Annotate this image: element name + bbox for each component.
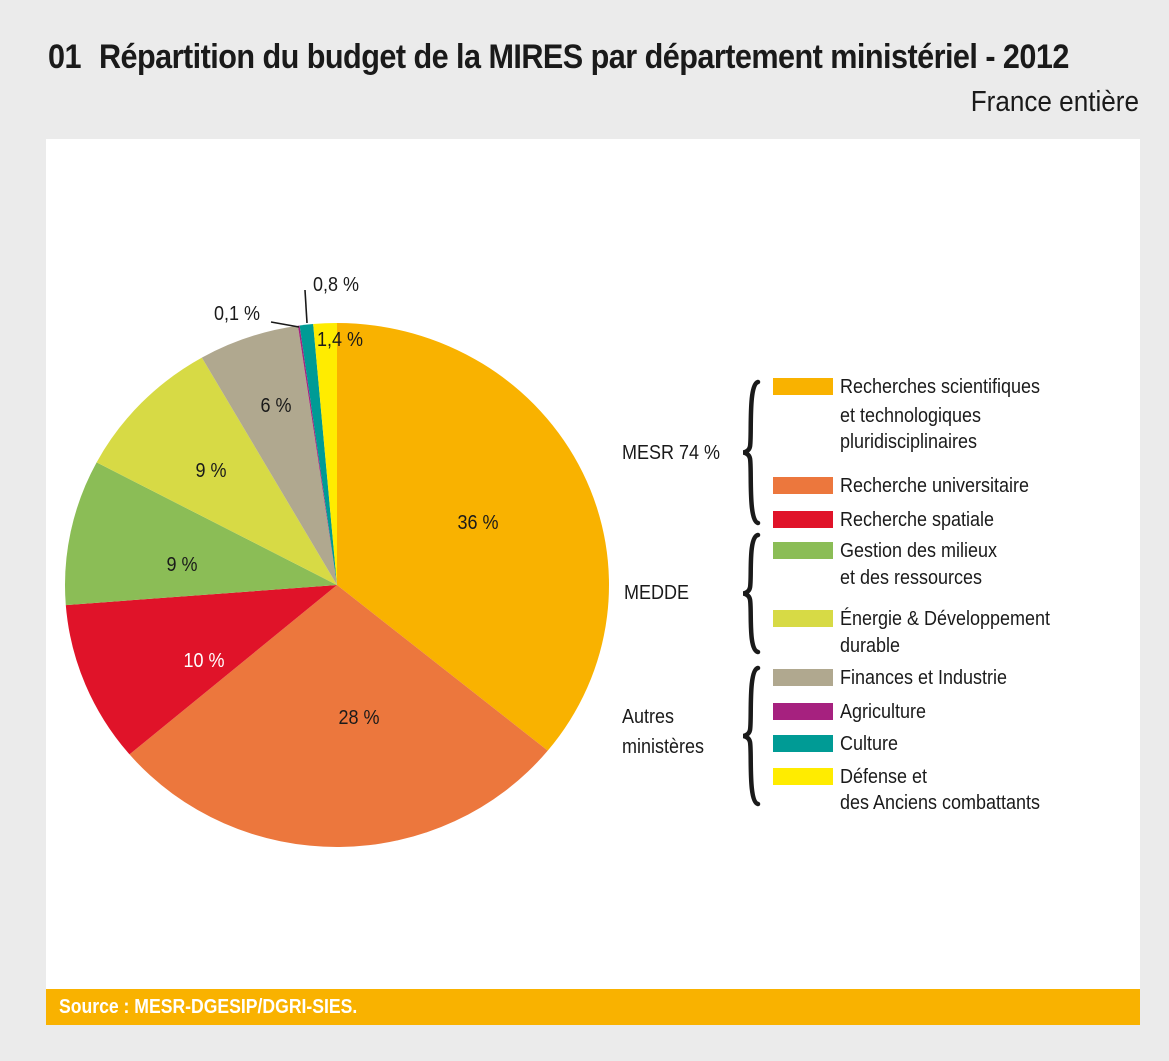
legend-swatch [773, 477, 833, 494]
legend-group-label: MEDDE [624, 582, 689, 604]
legend-item-label: Recherches scientifiques [840, 376, 1040, 398]
pie-slice-recherches-scientifiques-et-technologiques-pluridisciplinaires [337, 323, 609, 751]
legend-swatch [773, 542, 833, 559]
legend-item-label: durable [840, 635, 900, 657]
slice-label-energie-developpement-durable: 9 % [195, 460, 226, 482]
legend-item-label: Agriculture [840, 701, 926, 723]
slice-label-culture: 0,8 % [313, 274, 359, 296]
legend-item-label: Gestion des milieux [840, 540, 997, 562]
slice-label-recherche-universitaire: 28 % [338, 707, 379, 729]
legend-item-label: des Anciens combattants [840, 792, 1040, 814]
callout-line-agriculture [270, 321, 300, 328]
brace-icon [742, 532, 761, 655]
chart-title: 01 Répartition du budget de la MIRES par … [48, 38, 1069, 77]
chart-title-text: Répartition du budget de la MIRES par dé… [98, 38, 1069, 76]
pie-slice-culture [299, 324, 337, 585]
legend-item-gestion-des-milieux-et-des-ressources: Gestion des milieux et des ressources [773, 540, 997, 589]
legend-item-label: et technologiques [840, 405, 981, 427]
legend-swatch [773, 669, 833, 686]
pie-slices [65, 323, 609, 847]
legend-item-label: Recherche universitaire [840, 475, 1029, 497]
legend-swatch [773, 703, 833, 720]
legend-item-label: pluridisciplinaires [840, 431, 977, 453]
slice-label-gestion-des-milieux-et-des-ressources: 9 % [166, 554, 197, 576]
legend-item-label: Culture [840, 733, 898, 755]
legend-item-recherche-spatiale: Recherche spatiale [773, 509, 994, 531]
pie-slice-recherche-spatiale [65, 585, 338, 755]
slice-label-finances-et-industrie: 6 % [260, 395, 291, 417]
legend-group-label: MESR 74 % [622, 442, 720, 464]
legend-group-label: ministères [622, 736, 704, 758]
pie-slice-labels: 36 % 28 % 10 % 9 % 9 % 6 % 0,1 % 0,8 % 1,4 % [166, 274, 498, 729]
pie-slice-defense-et-des-anciens-combattants [313, 323, 337, 585]
legend-swatch [773, 768, 833, 785]
chart-subtitle: France entière [970, 86, 1139, 118]
legend: MESR 74 % Recherches scientifiques et tech… [622, 376, 1051, 814]
pie-slice-gestion-des-milieux-et-des-ressources [65, 462, 337, 606]
slice-label-recherches-scientifiques-et-technologiques-pluridisciplinaires: 36 % [457, 512, 498, 534]
source-bar: Source : MESR-DGESIP/DGRI-SIES. [46, 989, 1140, 1025]
legend-item-label: et des ressources [840, 567, 982, 589]
slice-label-defense-et-des-anciens-combattants: 1,4 % [317, 329, 363, 351]
brace-icon [742, 665, 761, 807]
chart-number: 01 [48, 38, 81, 76]
legend-group-mesr-74: MESR 74 % Recherches scientifiques et tech… [622, 376, 1040, 531]
legend-item-recherches-scientifiques-et-technologiques-pluridisciplinaires: Recherches scientifiques et technologique… [773, 376, 1040, 453]
slice-label-recherche-spatiale: 10 % [183, 650, 224, 672]
brace-icon [742, 379, 761, 526]
legend-item-recherche-universitaire: Recherche universitaire [773, 475, 1029, 497]
source-text: Source : MESR-DGESIP/DGRI-SIES. [59, 996, 358, 1018]
legend-item-label: Défense et [840, 766, 928, 788]
legend-item-defense-et-des-anciens-combattants: Défense et des Anciens combattants [773, 766, 1040, 814]
pie-slice-energie-developpement-durable [96, 357, 337, 585]
callout-line-culture [304, 289, 308, 324]
legend-item-label: Recherche spatiale [840, 509, 994, 531]
slice-label-agriculture: 0,1 % [214, 303, 260, 325]
legend-swatch [773, 378, 833, 395]
legend-item-finances-et-industrie: Finances et Industrie [773, 667, 1007, 689]
legend-item-label: Finances et Industrie [840, 667, 1007, 689]
legend-item-label: Énergie & Développement [840, 608, 1051, 630]
legend-item-energie-developpement-durable: Énergie & Développement durable [773, 608, 1051, 657]
legend-swatch [773, 511, 833, 528]
legend-item-culture: Culture [773, 733, 898, 755]
legend-group-autres-ministeres: Autres ministères Finances et Industrie Agr… [622, 665, 1040, 814]
legend-swatch [773, 610, 833, 627]
legend-group-label: Autres [622, 706, 674, 728]
legend-item-agriculture: Agriculture [773, 701, 926, 723]
legend-swatch [773, 735, 833, 752]
legend-group-medde: MEDDE Gestion des milieux et des ressourc… [624, 532, 1051, 657]
pie-slice-agriculture [297, 325, 337, 585]
pie-slice-recherche-universitaire [129, 585, 548, 847]
pie-slice-finances-et-industrie [201, 325, 337, 585]
